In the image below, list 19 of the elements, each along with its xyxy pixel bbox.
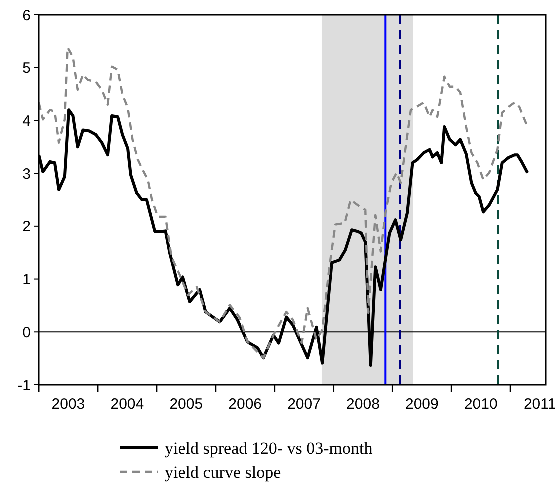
- y-tick-label: 2: [22, 218, 31, 236]
- legend-label: yield curve slope: [165, 462, 282, 482]
- y-tick-label: 5: [22, 60, 31, 78]
- x-tick-label: 2006: [228, 396, 262, 413]
- x-tick-label: 2007: [288, 396, 321, 413]
- y-tick-label: 1: [22, 272, 31, 289]
- legend-label: yield spread 120- vs 03-month: [165, 438, 374, 458]
- x-tick-label: 2003: [52, 396, 86, 413]
- y-tick-label: 0: [22, 324, 31, 342]
- x-tick-label: 2004: [110, 396, 144, 413]
- y-tick-label: 4: [22, 112, 31, 130]
- x-tick-label: 2010: [464, 396, 498, 413]
- y-tick-label: -1: [18, 377, 31, 394]
- x-tick-label: 2011: [524, 396, 556, 413]
- x-tick-label: 2005: [170, 396, 204, 413]
- y-tick-label: 3: [22, 166, 31, 183]
- x-tick-label: 2009: [406, 396, 439, 413]
- y-tick-label: 6: [22, 7, 31, 24]
- x-tick-label: 2008: [346, 396, 380, 413]
